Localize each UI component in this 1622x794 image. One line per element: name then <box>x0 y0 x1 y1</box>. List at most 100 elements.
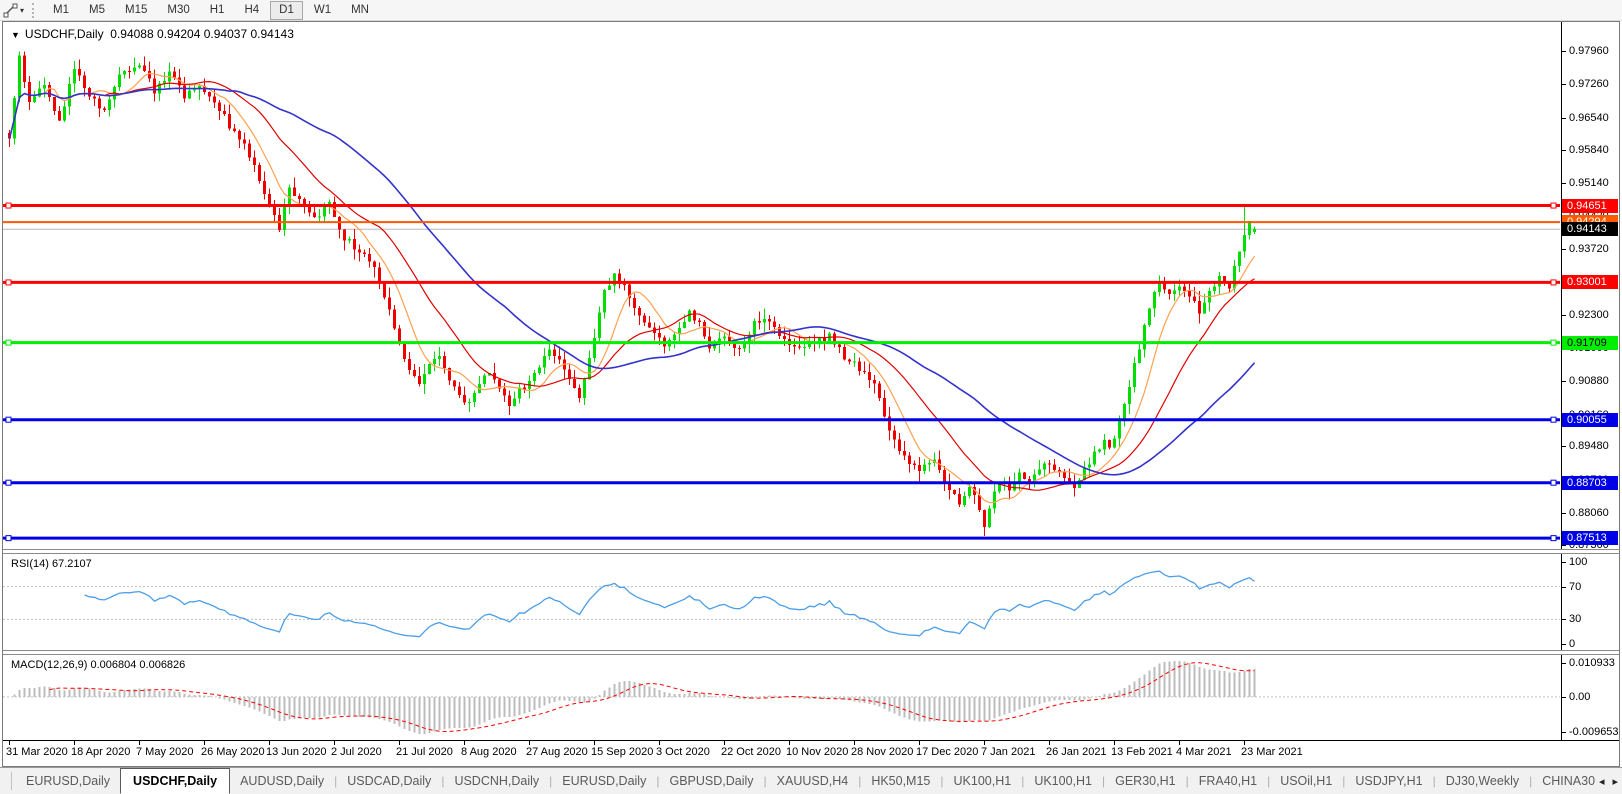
hline-handle[interactable] <box>1550 479 1557 486</box>
timeframe-h1[interactable]: H1 <box>209 3 225 16</box>
tab-separator: | <box>1102 774 1106 788</box>
date-tick <box>1179 741 1180 745</box>
date-tick <box>1244 741 1245 745</box>
date-label: 3 Oct 2020 <box>656 746 710 758</box>
axis-tick <box>1562 248 1566 250</box>
tab-separator: | <box>656 774 660 788</box>
date-label: 13 Feb 2021 <box>1111 746 1173 758</box>
date-tick <box>529 741 530 745</box>
hline-handle[interactable] <box>1550 279 1557 286</box>
date-tick <box>594 741 595 745</box>
date-tick <box>919 741 920 745</box>
tab-separator: | <box>940 774 944 788</box>
timeframe-m15[interactable]: M15 <box>124 3 148 16</box>
tab-usdchf-daily[interactable]: USDCHF,Daily <box>120 768 231 794</box>
tab-usoil-h1[interactable]: USOil,H1 <box>1280 774 1333 788</box>
tabbar-grip <box>0 772 12 790</box>
timeframe-m5[interactable]: M5 <box>89 3 105 16</box>
tab-separator: | <box>1185 774 1189 788</box>
tab-eurusd-daily[interactable]: EURUSD,Daily <box>562 774 647 788</box>
trendline-tool-icon[interactable]: ▾ <box>0 0 28 20</box>
timeframe-w1[interactable]: W1 <box>313 3 332 16</box>
tab-usdjpy-h1[interactable]: USDJPY,H1 <box>1355 774 1423 788</box>
axis-tick <box>1562 182 1566 184</box>
panel-splitter[interactable] <box>3 549 1619 554</box>
hline-handle[interactable] <box>5 202 12 209</box>
hline-handle[interactable] <box>1550 202 1557 209</box>
chart-window: ▼ USDCHF,Daily 0.94088 0.94204 0.94037 0.… <box>2 21 1620 767</box>
date-label: 13 Jun 2020 <box>266 746 327 758</box>
hline-handle[interactable] <box>1550 416 1557 423</box>
date-tick <box>724 741 725 745</box>
triangle-right-icon[interactable]: ▸ <box>1612 775 1618 788</box>
hline-price-label: 0.94651 <box>1562 198 1618 213</box>
macd-tick-label: -0.009653 <box>1569 726 1619 738</box>
ma-20 <box>8 80 1255 491</box>
timeframe-m30[interactable]: M30 <box>167 3 190 16</box>
toolbar-grip <box>32 2 37 18</box>
chart-tab-bar: EURUSD,Daily USDCHF,Daily AUDUSD,Daily | USD… <box>0 767 1622 794</box>
rsi-tick-label: 100 <box>1569 556 1588 568</box>
triangle-left-icon[interactable]: ◂ <box>1598 775 1605 788</box>
macd-tick-label: 0.00 <box>1569 690 1591 703</box>
triangle-down-icon: ▼ <box>11 30 20 40</box>
tab-separator: | <box>1529 774 1533 788</box>
macd-chart-canvas[interactable] <box>3 655 1560 740</box>
hline-handle[interactable] <box>5 479 12 486</box>
tab-hk50-m15[interactable]: HK50,M15 <box>871 774 931 788</box>
tab-ger30-h1[interactable]: GER30,H1 <box>1115 774 1176 788</box>
tab-usdcad-daily[interactable]: USDCAD,Daily <box>347 774 432 788</box>
date-tick <box>204 741 205 745</box>
hline-price-label: 0.93001 <box>1562 275 1618 290</box>
hline-handle[interactable] <box>5 416 12 423</box>
hline-handle[interactable] <box>1550 535 1557 542</box>
timeframe-d1[interactable]: D1 <box>270 0 303 20</box>
price-tick-label: 0.97960 <box>1569 45 1609 58</box>
axis-tick <box>1562 446 1566 448</box>
tab-gbpusd-daily[interactable]: GBPUSD,Daily <box>669 774 754 788</box>
price-tick-label: 0.92300 <box>1569 309 1609 322</box>
tab-audusd-daily[interactable]: AUDUSD,Daily <box>240 774 325 788</box>
axis-tick <box>1562 315 1566 317</box>
date-tick <box>984 741 985 745</box>
ohlc-close: 0.94143 <box>250 27 294 41</box>
rsi-axis: 100 70 30 0 <box>1561 554 1619 650</box>
axis-tick <box>1562 381 1566 383</box>
date-tick <box>334 741 335 745</box>
date-label: 17 Dec 2020 <box>916 746 979 758</box>
tab-xauusd-h4[interactable]: XAUUSD,H4 <box>776 774 849 788</box>
hline-handle[interactable] <box>1550 339 1557 346</box>
chevron-down-icon: ▾ <box>20 5 25 15</box>
price-tick-label: 0.90880 <box>1569 375 1609 388</box>
hline-price-label: 0.87513 <box>1562 531 1618 546</box>
tab-uk100-h1[interactable]: UK100,H1 <box>1034 774 1092 788</box>
hline-handle[interactable] <box>5 279 12 286</box>
axis-tick <box>1562 562 1566 563</box>
tab-usdcnh-daily[interactable]: USDCNH,Daily <box>454 774 540 788</box>
tab-fra40-h1[interactable]: FRA40,H1 <box>1198 774 1258 788</box>
timeframe-h4[interactable]: H4 <box>244 3 260 16</box>
tab-separator: | <box>1432 774 1436 788</box>
tab-china300-h1[interactable]: CHINA300,H1 <box>1542 774 1595 788</box>
ohlc-low: 0.94037 <box>203 27 248 41</box>
timeframe-mn[interactable]: MN <box>351 3 369 16</box>
date-tick <box>659 741 660 745</box>
tab-eurusd-daily[interactable]: EURUSD,Daily <box>26 774 111 788</box>
tab-dj30-weekly[interactable]: DJ30,Weekly <box>1445 774 1520 788</box>
hline-handle[interactable] <box>5 339 12 346</box>
hline-price-label: 0.94143 <box>1562 222 1618 237</box>
macd-axis: 0.010933 0.00 -0.009653 <box>1561 655 1619 740</box>
date-label: 26 May 2020 <box>201 746 265 758</box>
date-label: 31 Mar 2020 <box>6 746 68 758</box>
chart-title: ▼ USDCHF,Daily 0.94088 0.94204 0.94037 0.… <box>11 27 294 41</box>
rsi-chart-canvas[interactable] <box>3 554 1560 650</box>
price-tick-label: 0.95140 <box>1569 176 1609 189</box>
hline-handle[interactable] <box>5 535 12 542</box>
price-tick-label: 0.88060 <box>1569 506 1609 519</box>
hline-price-label: 0.88703 <box>1562 475 1618 490</box>
price-chart-canvas[interactable] <box>3 22 1560 549</box>
date-label: 18 Apr 2020 <box>71 746 131 758</box>
timeframe-m1[interactable]: M1 <box>53 3 69 16</box>
panel-splitter[interactable] <box>3 650 1619 655</box>
tab-uk100-h1[interactable]: UK100,H1 <box>953 774 1012 788</box>
